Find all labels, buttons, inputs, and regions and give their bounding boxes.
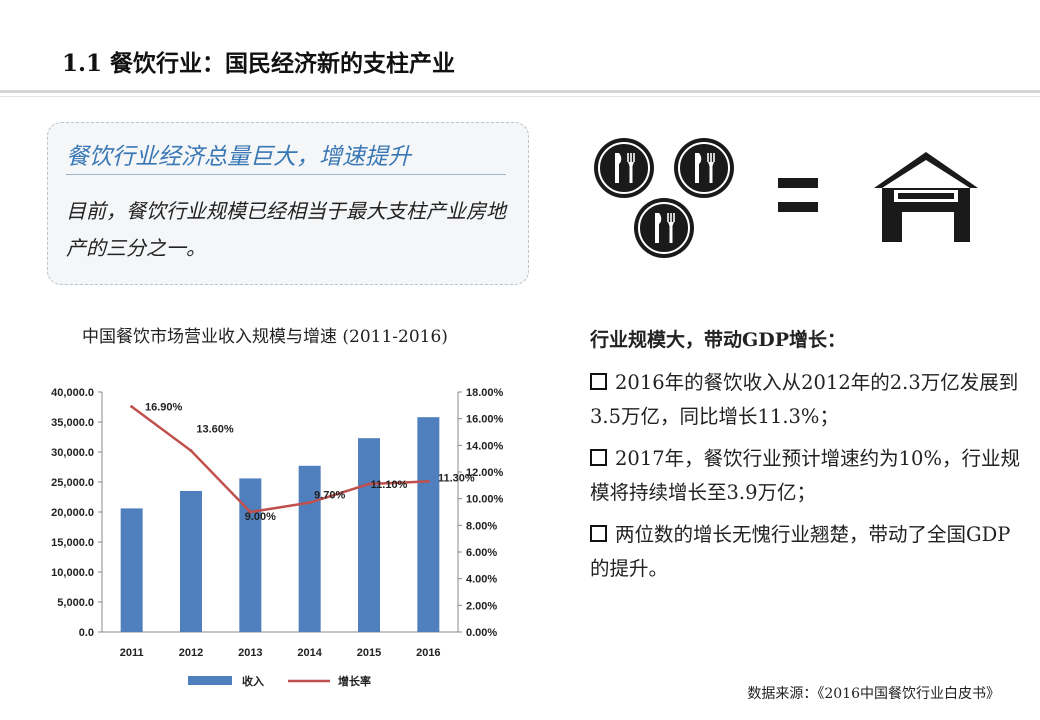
y-tick-label-left: 35,000.0 xyxy=(51,417,94,429)
y-tick-label-left: 40,000.0 xyxy=(51,387,94,399)
growth-rate-label: 9.70% xyxy=(314,490,345,502)
x-tick-label: 2015 xyxy=(357,647,381,659)
checkbox-bullet-icon xyxy=(590,525,607,542)
bullet-item: 两位数的增长无愧行业翘楚，带动了全国GDP的提升。 xyxy=(590,523,1011,580)
revenue-bar xyxy=(298,465,321,632)
y-tick-label-left: 10,000.0 xyxy=(51,567,94,579)
y-tick-label-right: 4.00% xyxy=(466,574,497,586)
revenue-bar xyxy=(239,478,262,632)
y-tick-label-right: 16.00% xyxy=(466,414,504,426)
fork-knife-icon xyxy=(674,138,734,198)
callout-body: 目前，餐饮行业规模已经相当于最大支柱产业房地产的三分之一。 xyxy=(66,199,506,260)
growth-rate-point xyxy=(130,405,134,409)
title-divider-thin xyxy=(0,96,1040,97)
chart-title: 中国餐饮市场营业收入规模与增速 (2011-2016) xyxy=(82,327,448,347)
y-tick-label-right: 12.00% xyxy=(466,467,504,479)
x-tick-label: 2016 xyxy=(416,647,440,659)
data-source: 数据来源：《2016中国餐饮行业白皮书》 xyxy=(747,686,1000,702)
growth-rate-label: 11.10% xyxy=(371,479,408,491)
legend-label-revenue: 收入 xyxy=(242,674,264,688)
callout-title: 餐饮行业经济总量巨大，增速提升 xyxy=(66,144,411,170)
y-tick-label-right: 10.00% xyxy=(466,494,504,506)
revenue-bar xyxy=(358,438,380,632)
y-tick-label-right: 0.00% xyxy=(466,627,497,639)
x-tick-label: 2012 xyxy=(179,647,203,659)
callout-underline xyxy=(66,174,506,175)
y-tick-label-left: 25,000.0 xyxy=(51,477,94,489)
y-tick-label-right: 8.00% xyxy=(466,520,497,532)
checkbox-bullet-icon xyxy=(590,449,607,466)
equals-icon xyxy=(778,178,818,212)
legend-swatch-revenue xyxy=(188,676,232,685)
growth-rate-point xyxy=(248,510,252,514)
house-icon xyxy=(874,152,978,242)
bullet-item: 2017年，餐饮行业预计增速约为10%，行业规模将持续增长至3.9万亿； xyxy=(590,447,1020,504)
y-tick-label-right: 6.00% xyxy=(466,547,497,559)
x-tick-label: 2011 xyxy=(120,647,144,659)
revenue-bar xyxy=(417,417,440,632)
right-panel: 行业规模大，带动GDP增长： 2016年的餐饮收入从2012年的2.3万亿发展到… xyxy=(590,325,1020,594)
growth-rate-point xyxy=(367,482,371,486)
revenue-growth-chart: 0.0 5,000.0 10,000.0 15,000.0 20,000.0 25,000… xyxy=(51,387,504,688)
growth-rate-line xyxy=(130,405,429,514)
x-tick-label: 2013 xyxy=(238,647,262,659)
y-tick-label-left: 15,000.0 xyxy=(51,537,94,549)
slide-title: 1.1 餐饮行业：国民经济新的支柱产业 xyxy=(62,50,456,77)
x-tick-label: 2014 xyxy=(297,647,322,659)
legend-label-growth: 增长率 xyxy=(338,674,371,688)
growth-rate-point xyxy=(308,501,312,505)
bullet-item: 2016年的餐饮收入从2012年的2.3万亿发展到3.5万亿，同比增长11.3%… xyxy=(590,371,1019,428)
revenue-bar xyxy=(180,491,202,632)
growth-rate-label: 11.30% xyxy=(438,472,475,484)
y-tick-label-right: 2.00% xyxy=(466,600,497,612)
y-tick-label-left: 30,000.0 xyxy=(51,447,94,459)
growth-rate-label: 13.60% xyxy=(196,424,234,436)
callout-box: 餐饮行业经济总量巨大，增速提升 目前，餐饮行业规模已经相当于最大支柱产业房地产的… xyxy=(47,122,529,285)
checkbox-bullet-icon xyxy=(590,373,607,390)
y-tick-label-right: 18.00% xyxy=(466,387,504,399)
growth-rate-label: 9.00% xyxy=(245,511,276,523)
growth-rate-label: 16.90% xyxy=(145,402,183,414)
growth-rate-point xyxy=(426,479,430,483)
y-tick-label-left: 20,000.0 xyxy=(51,507,94,519)
revenue-bar xyxy=(120,508,143,632)
fork-knife-icon xyxy=(594,138,654,198)
y-tick-label-right: 14.00% xyxy=(466,440,504,452)
fork-knife-icon xyxy=(634,198,694,258)
icon-group xyxy=(590,130,1000,270)
y-tick-label-left: 0.0 xyxy=(79,627,94,639)
title-divider xyxy=(0,90,1040,93)
growth-rate-point xyxy=(189,449,193,453)
y-tick-label-left: 5,000.0 xyxy=(57,597,94,609)
right-panel-title: 行业规模大，带动GDP增长： xyxy=(590,329,846,351)
